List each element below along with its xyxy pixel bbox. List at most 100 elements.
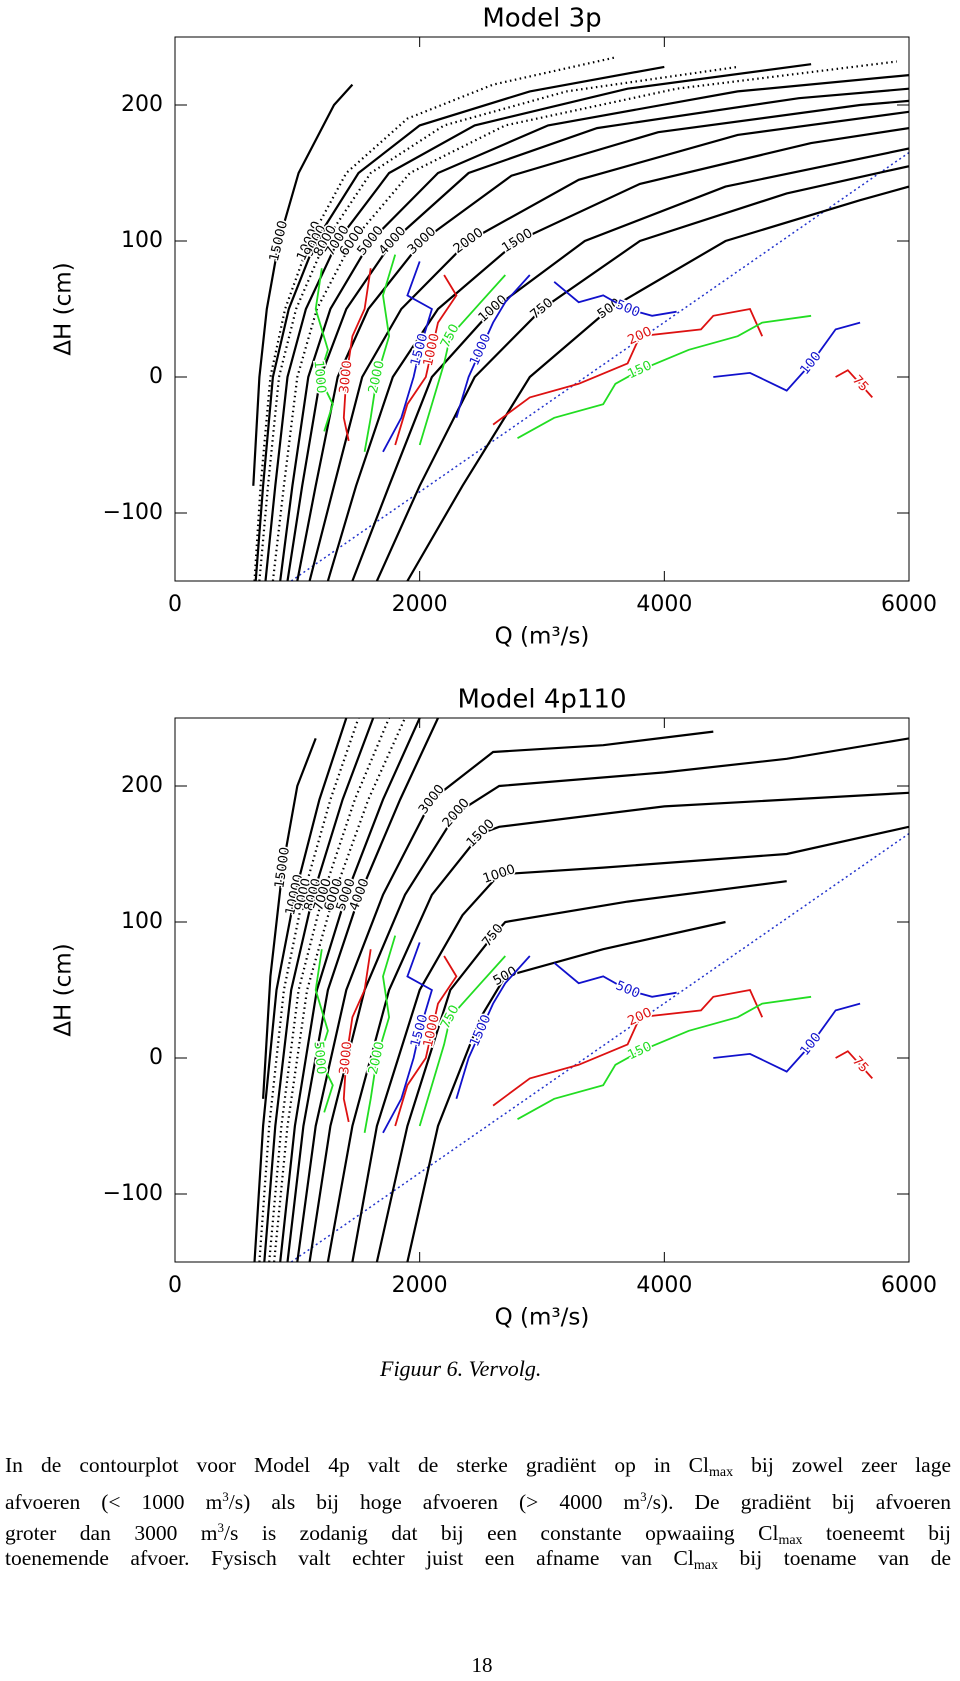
contour-line (835, 1050, 873, 1080)
contour-line (314, 949, 334, 1113)
subscript: max (693, 1558, 718, 1573)
x-tick-label: 6000 (881, 592, 937, 617)
y-tick-label: 0 (149, 364, 163, 389)
contour-label: 15000 (272, 846, 293, 889)
contour-line (394, 955, 458, 1127)
contour-label: 1000 (476, 292, 511, 325)
chart-title: Model 3p (482, 4, 601, 34)
page-number: 18 (471, 1653, 493, 1677)
contour-line (351, 825, 909, 1262)
contour-line (517, 314, 812, 439)
text-run: /s). De gradiënt bij afvoeren (646, 1490, 951, 1514)
contour-line (492, 307, 764, 426)
contour-line (296, 730, 714, 1262)
contour-line (326, 791, 909, 1262)
contour-label: 1500 (464, 817, 498, 851)
supscript: 3 (217, 1520, 225, 1535)
text-line: toenemende afvoer. Fysisch valt echter j… (5, 1543, 951, 1574)
contour-label: 15000 (267, 219, 291, 263)
contour-line (713, 321, 861, 392)
contour-line (314, 268, 334, 432)
x-tick-label: 4000 (636, 1273, 692, 1298)
contour-line (363, 935, 397, 1133)
contour-label: 3000 (337, 360, 355, 394)
contour-line (279, 74, 909, 581)
text-run: toenemende afvoer. Fysisch valt echter j… (5, 1546, 694, 1570)
text-run: /s) als bij hoge afvoeren (> 4000 m (228, 1490, 641, 1514)
text-run: afvoeren (< 1000 m (5, 1490, 223, 1514)
text-run: groter dan 3000 m (5, 1521, 218, 1545)
contour-line (252, 83, 354, 486)
contour-line (713, 1002, 861, 1073)
contour-line (258, 65, 738, 581)
supscript: 3 (222, 1489, 229, 1504)
contour-line (418, 274, 506, 446)
y-tick-label: 200 (121, 773, 163, 798)
contour-line (286, 718, 439, 1262)
contour-label: 500 (613, 978, 642, 1001)
boundary-line (290, 832, 909, 1262)
text-line: In de contourplot voor Model 4p valt de … (5, 1450, 951, 1481)
y-axis-label: ΔH (cm) (51, 943, 77, 1036)
contour-line (253, 56, 616, 581)
contour-line (342, 268, 372, 442)
plot-frame (174, 717, 910, 1263)
y-axis-label: ΔH (cm) (51, 262, 77, 355)
contour-label: 2000 (366, 1040, 388, 1076)
contour-label: 150 (625, 1039, 654, 1063)
y-tick-label: 200 (121, 92, 163, 117)
contour-label: 1500 (467, 1013, 494, 1049)
subscript: max (778, 1533, 803, 1548)
contour-line (279, 718, 421, 1262)
contour-line (553, 962, 677, 998)
y-tick-label: 0 (149, 1045, 163, 1070)
contour-label: 3000 (416, 782, 448, 817)
y-tick-label: −100 (103, 500, 163, 525)
contour-line (308, 737, 909, 1262)
x-tick-label: 2000 (392, 1273, 448, 1298)
contour-label: 5000 (310, 1041, 328, 1075)
contour-line (394, 274, 458, 446)
text-run: bij toename van de (717, 1546, 952, 1570)
x-axis-label: Q (m³/s) (495, 1305, 590, 1331)
plot-area: 1500010000900080007000600050004000300020… (253, 718, 909, 1262)
text-run: In de contourplot voor Model 4p valt de … (5, 1453, 709, 1477)
contour-line (262, 738, 317, 1099)
contour-line (271, 60, 897, 581)
contour-line (835, 369, 873, 399)
text-run: toeneemt bij (802, 1521, 951, 1545)
contour-line (308, 110, 909, 581)
contour-line (375, 880, 787, 1262)
contour-line (553, 281, 677, 317)
contour-label: 2000 (451, 225, 487, 257)
contour-label: 1000 (310, 360, 328, 394)
contour-line (351, 147, 909, 581)
contour-line (382, 261, 433, 453)
contour-line (286, 87, 909, 581)
contour-line (382, 942, 433, 1134)
text-run: /s is zodanig dat bij een constante opwa… (224, 1521, 779, 1545)
figure: Model 3pQ (m³/s)ΔH (cm)15000 100009000800… (51, 4, 938, 1331)
text-line: groter dan 3000 m3/s is zodanig dat bij … (5, 1512, 951, 1548)
contour-line (264, 63, 812, 581)
paragraph: In de contourplot voor Model 4p valt de … (5, 1450, 951, 1574)
contour-label: 150 (625, 358, 654, 382)
contour-line (517, 995, 812, 1120)
contour-label: 3000 (405, 224, 439, 258)
contour-line (375, 165, 909, 581)
contour-line (418, 955, 506, 1127)
x-tick-label: 0 (168, 1273, 182, 1298)
boundary-line (290, 151, 909, 581)
y-tick-label: 100 (121, 228, 163, 253)
contour-label: 4000 (347, 877, 373, 913)
contour-line (406, 185, 909, 581)
contour-line (268, 718, 391, 1262)
y-tick-label: −100 (103, 1181, 163, 1206)
x-tick-label: 0 (168, 592, 182, 617)
contour-label: 200 (625, 324, 654, 348)
text-run: bij zowel zeer lage (733, 1453, 951, 1477)
x-tick-label: 4000 (636, 592, 692, 617)
x-tick-label: 6000 (881, 1273, 937, 1298)
